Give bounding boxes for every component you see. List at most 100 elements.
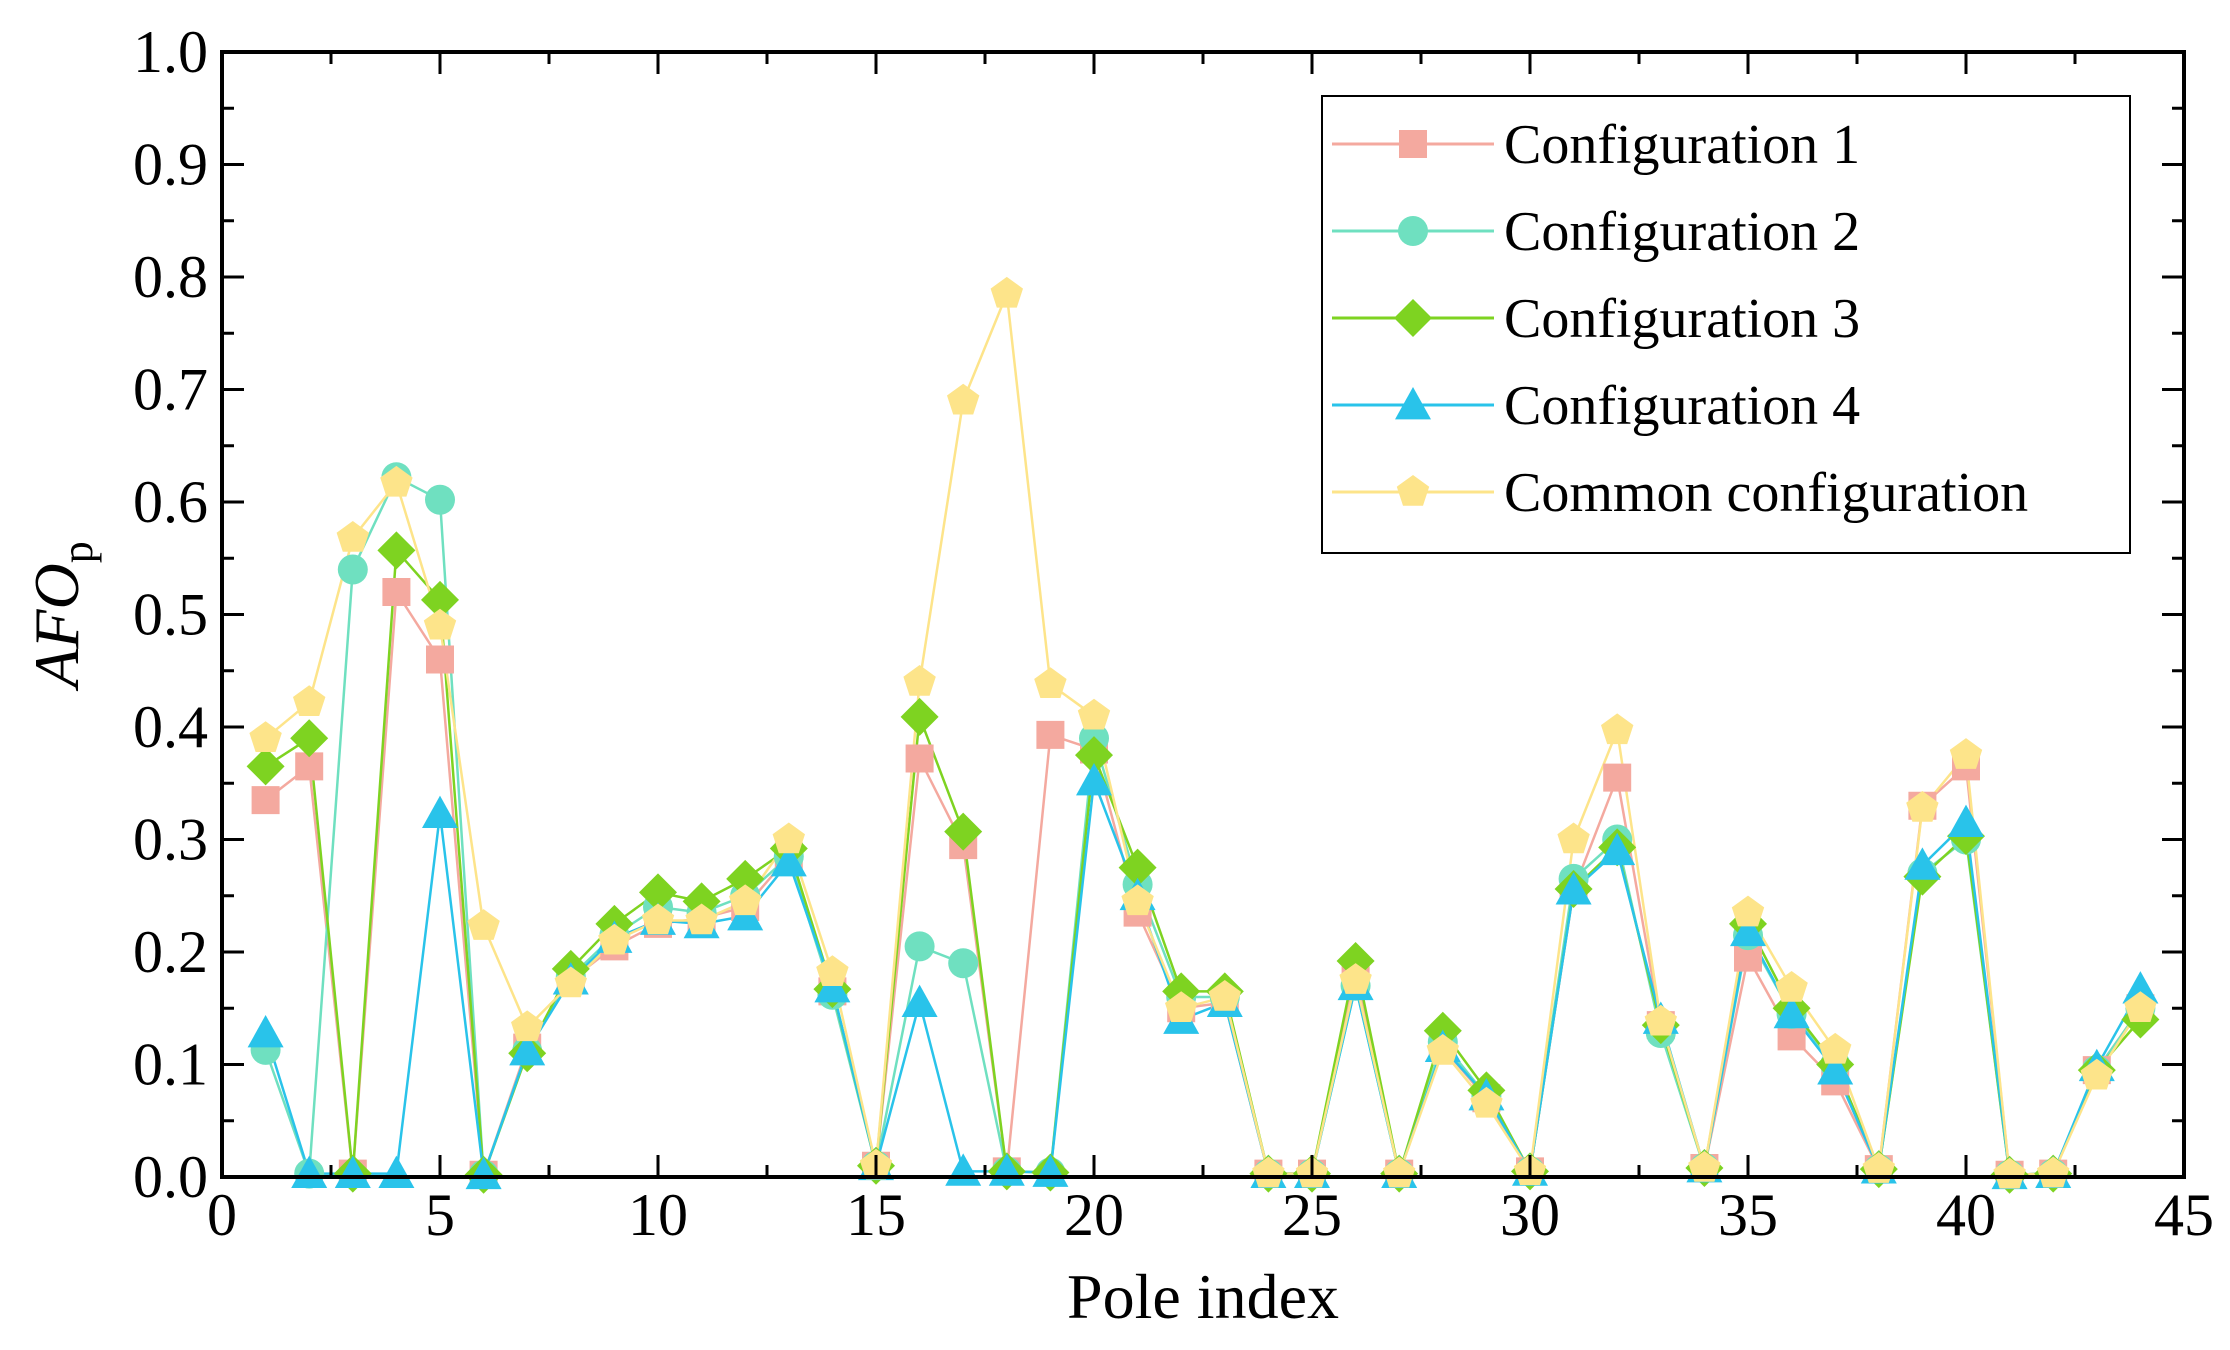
legend-box <box>1321 95 2131 554</box>
data-point <box>293 685 326 716</box>
data-point <box>1075 736 1113 775</box>
data-point <box>1730 913 1766 947</box>
legend-item: Configuration 2 <box>1332 201 1860 263</box>
x-tick-label: 5 <box>425 1182 455 1248</box>
data-point <box>990 276 1023 308</box>
legend-item: Configuration 3 <box>1332 288 1860 350</box>
data-point <box>249 721 282 752</box>
legend-marker <box>1396 475 1430 506</box>
y-tick-label: 0.6 <box>133 469 208 535</box>
data-point <box>509 1033 546 1066</box>
x-tick-label: 0 <box>207 1182 237 1248</box>
data-point <box>1603 763 1632 792</box>
y-axis-title-main: AFO <box>21 563 92 691</box>
data-point <box>1036 720 1065 749</box>
data-point <box>1731 895 1765 927</box>
data-point <box>1949 738 1983 769</box>
data-point <box>511 1010 544 1042</box>
series-3-points <box>246 531 2160 1194</box>
axes-layer: 0 5 10 15 20 25 30 35 40 45 0.0 0.1 0.2 0.3 0.4 0.5 0.6 0… <box>133 19 2214 1248</box>
data-point <box>1904 847 1941 880</box>
series-line <box>264 475 2142 1179</box>
data-point <box>251 786 280 815</box>
data-point <box>903 665 936 696</box>
y-tick-label: 0.7 <box>133 357 208 423</box>
data-point <box>1557 822 1590 854</box>
series-5-points <box>249 276 2157 1189</box>
y-tick-label: 0.1 <box>133 1032 208 1098</box>
data-point <box>1906 791 1939 822</box>
data-point <box>948 948 979 979</box>
y-tick-label: 0.4 <box>133 694 208 760</box>
y-tick-label: 1.0 <box>133 19 208 85</box>
data-point <box>1775 971 1808 1002</box>
data-point <box>1339 963 1372 994</box>
data-point <box>726 859 765 898</box>
data-point <box>945 1153 982 1186</box>
data-point <box>1077 698 1111 730</box>
data-point <box>2037 1156 2070 1188</box>
legend-marker <box>1398 216 1428 246</box>
legend: Configuration 1 Configuration 2 Configurat… <box>1321 95 2131 554</box>
x-tick-label: 15 <box>846 1182 906 1248</box>
data-point <box>1948 804 1984 838</box>
series-3 <box>264 547 2142 1177</box>
legend-item: Common configuration <box>1332 462 2028 524</box>
data-point <box>641 903 675 935</box>
data-point <box>465 1156 502 1190</box>
data-point <box>291 1155 328 1189</box>
x-tick-label: 25 <box>1282 1182 1342 1248</box>
data-point <box>772 822 805 854</box>
data-point <box>904 931 935 962</box>
data-point <box>1644 1004 1677 1036</box>
legend-label: Configuration 2 <box>1504 201 1860 263</box>
data-point <box>2124 991 2157 1022</box>
x-tick-label: 35 <box>1718 1182 1778 1248</box>
data-point <box>900 697 939 736</box>
legend-label: Common configuration <box>1504 462 2028 524</box>
data-point <box>426 645 454 674</box>
data-point <box>685 903 718 935</box>
x-tick-label: 10 <box>628 1182 688 1248</box>
data-point <box>290 719 329 758</box>
series-1 <box>264 588 2142 1179</box>
legend-marker <box>1399 130 1427 158</box>
data-point <box>1773 995 1810 1029</box>
data-point <box>334 1155 371 1189</box>
series-layer <box>246 276 2160 1194</box>
data-point <box>814 970 851 1003</box>
data-point <box>1208 980 1241 1011</box>
series-2 <box>264 475 2142 1179</box>
data-point <box>947 383 980 415</box>
y-tick-label: 0.9 <box>133 132 208 198</box>
data-point <box>1121 884 1154 916</box>
y-tick-label: 0.3 <box>133 807 208 873</box>
data-point <box>1688 1151 1721 1182</box>
data-point <box>247 1015 284 1048</box>
data-point <box>425 484 455 515</box>
x-tick-label: 30 <box>1500 1182 1560 1248</box>
data-point <box>1426 1034 1459 1065</box>
data-point <box>423 608 457 640</box>
data-point <box>1555 872 1592 905</box>
data-point <box>770 844 807 877</box>
series-2-points <box>250 462 2156 1190</box>
data-point <box>639 873 677 912</box>
data-point <box>598 923 631 955</box>
series-line <box>264 547 2142 1177</box>
x-axis-title: Pole index <box>1067 1261 1339 1332</box>
data-point <box>467 909 500 940</box>
data-point <box>422 795 458 829</box>
data-point <box>246 747 285 786</box>
legend-label: Configuration 3 <box>1504 288 1860 350</box>
data-point <box>1819 1032 1852 1064</box>
legend-label: Configuration 1 <box>1504 114 1860 176</box>
data-point <box>336 521 369 552</box>
legend-marker <box>1395 387 1431 420</box>
data-point <box>421 580 459 619</box>
data-point <box>1993 1157 2026 1189</box>
x-tick-label: 45 <box>2154 1182 2214 1248</box>
data-point <box>2080 1058 2113 1090</box>
data-point <box>905 744 934 773</box>
